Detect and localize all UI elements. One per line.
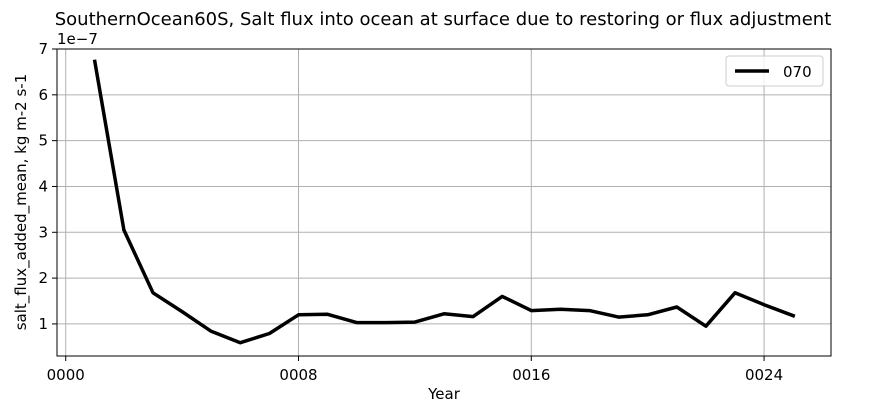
grid-lines [57, 48, 831, 356]
x-tick-label: 0008 [279, 366, 317, 384]
y-offset-label: 1e−7 [57, 30, 98, 48]
y-axis-label: salt_flux_added_mean, kg m-2 s-1 [12, 74, 31, 331]
axis-ticks: 0000 0008 0016 0024 1 2 3 4 5 6 7 [38, 40, 783, 384]
series-line-070 [92, 59, 796, 345]
y-tick-label: 4 [38, 177, 48, 195]
chart-title: SouthernOcean60S, Salt flux into ocean a… [55, 9, 832, 30]
legend-box [725, 55, 824, 87]
y-tick-label: 5 [38, 132, 48, 150]
y-tick-label: 3 [38, 223, 48, 241]
series-lines [92, 59, 796, 345]
x-axis-label: Year [427, 385, 461, 403]
x-tick-label: 0016 [512, 366, 550, 384]
legend-label-070: 070 [783, 63, 812, 81]
plot-area [56, 48, 832, 357]
legend: 070 [725, 55, 824, 87]
y-tick-label: 2 [38, 269, 48, 287]
x-tick-label: 0000 [47, 366, 85, 384]
y-tick-label: 1 [38, 315, 48, 333]
x-tick-label: 0024 [745, 366, 783, 384]
y-tick-label: 7 [38, 40, 48, 58]
y-tick-label: 6 [38, 86, 48, 104]
